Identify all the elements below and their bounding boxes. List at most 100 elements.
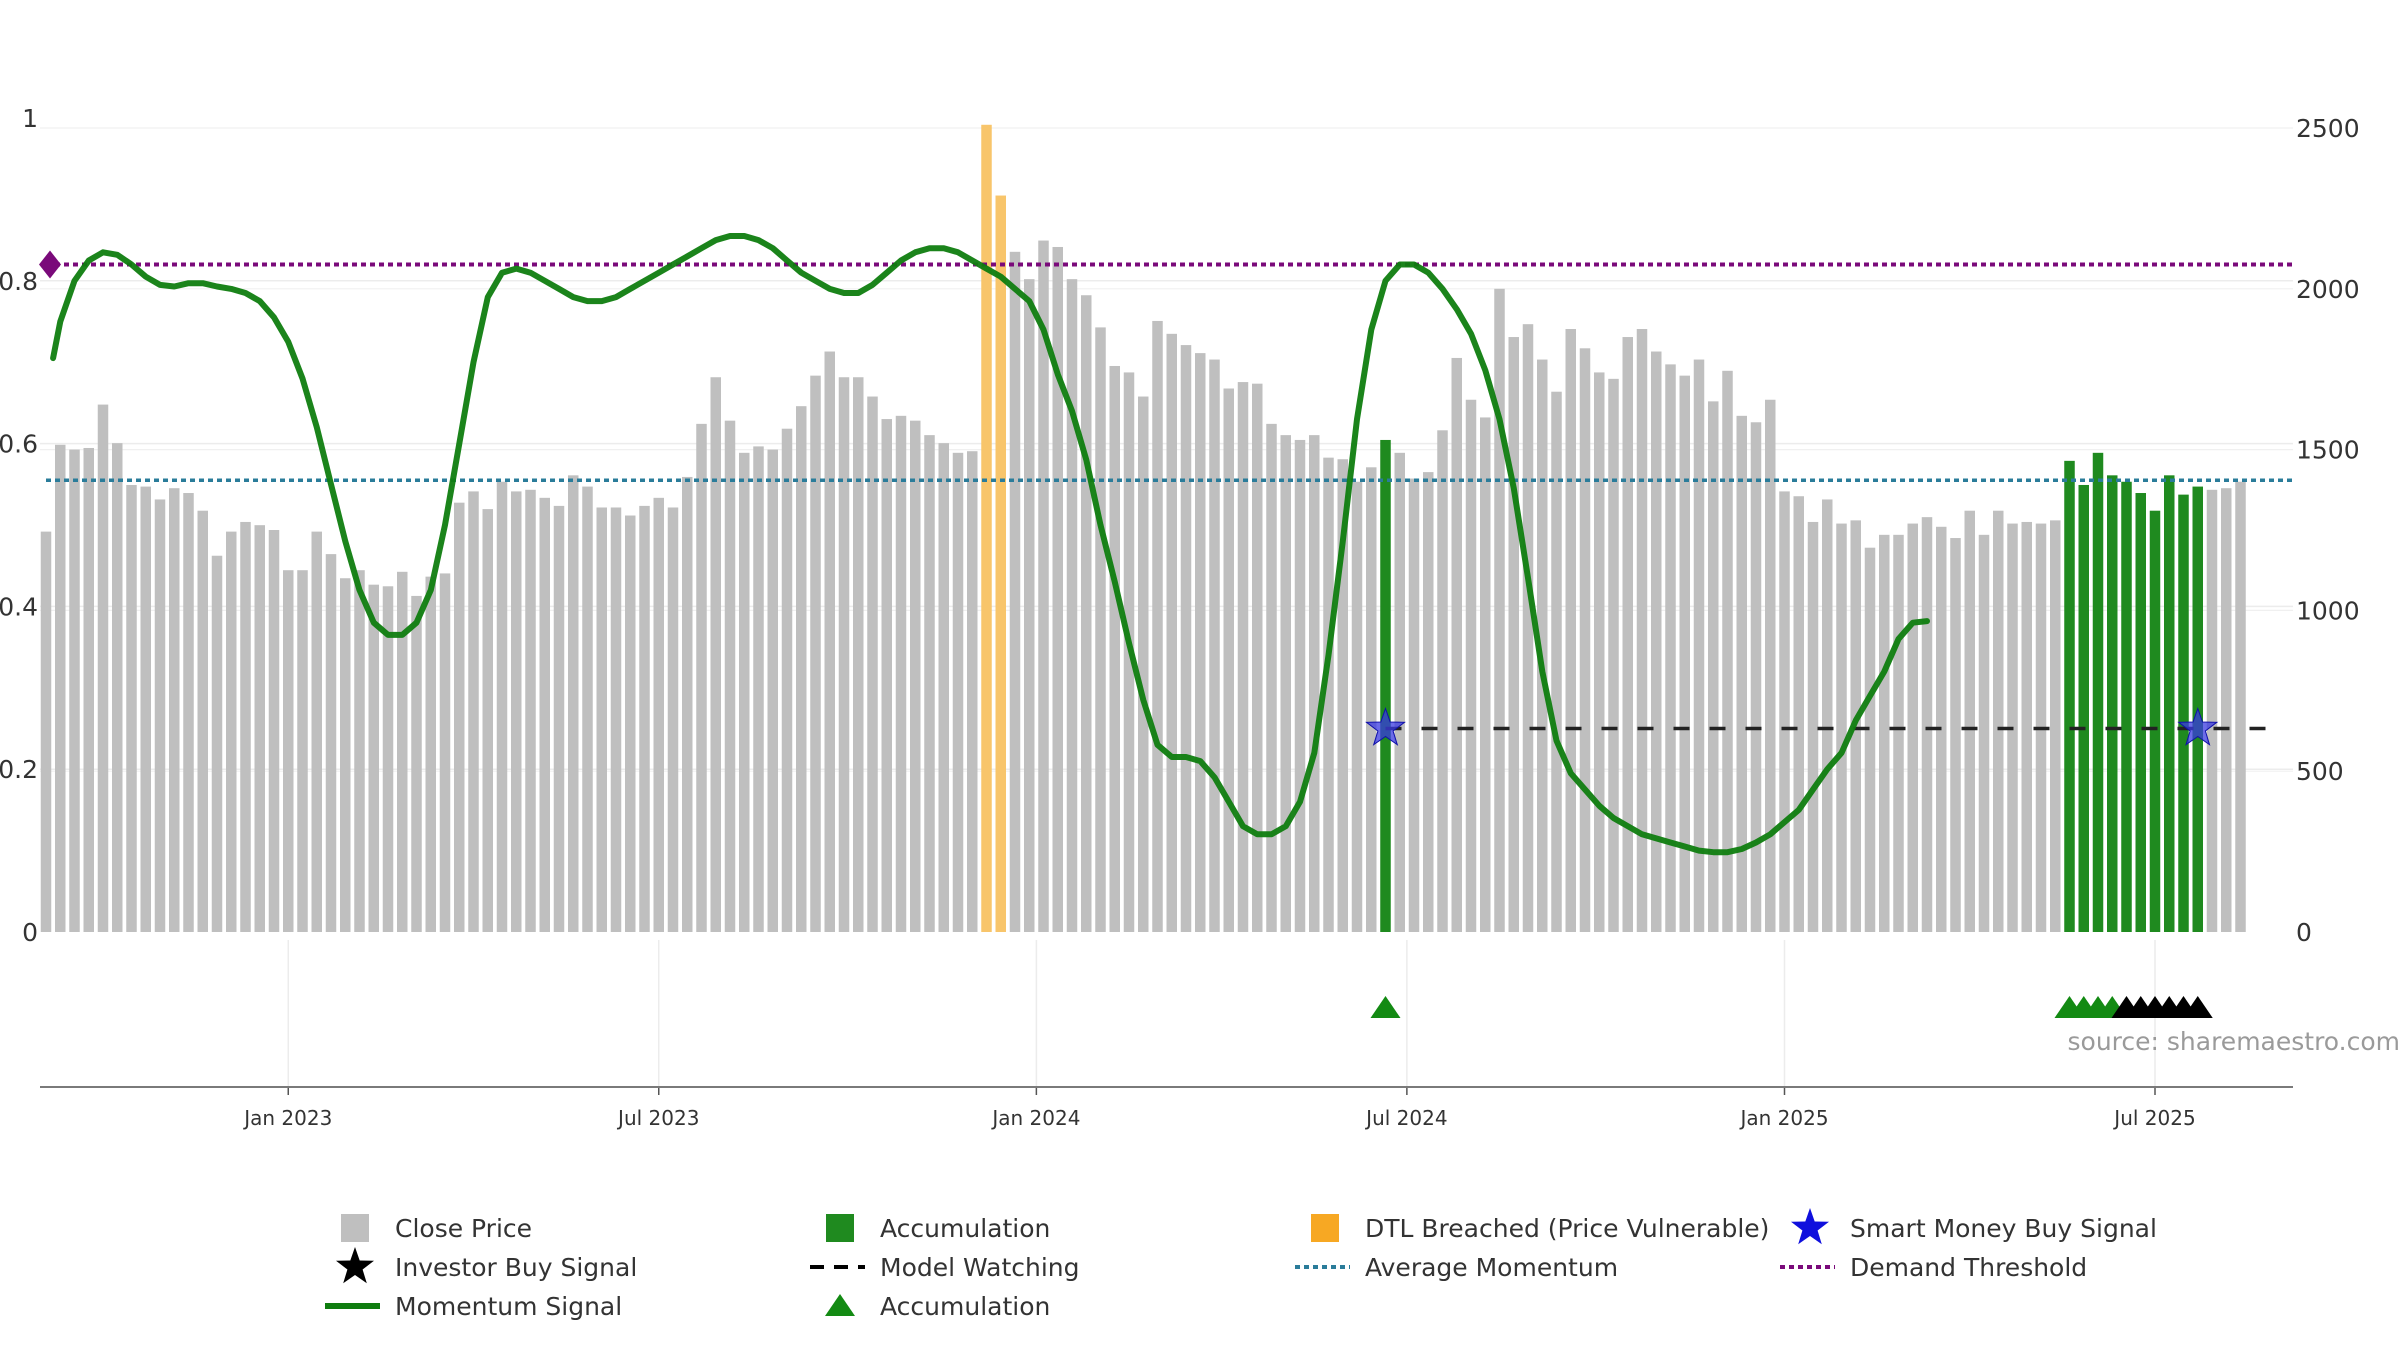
legend-label: Smart Money Buy Signal [1850,1214,2157,1243]
close-price-bar [596,507,607,932]
close-price-bar [796,406,807,933]
right-tick-label: 1500 [2296,436,2360,465]
close-price-bar [767,449,778,932]
legend-item: DTL Breached (Price Vulnerable) [1311,1214,1769,1243]
close-price-bar [724,420,736,932]
close-price-bar [97,404,109,932]
close-price-bar [1579,348,1591,932]
accumulation-bar [2149,510,2161,932]
close-price-bar [1465,399,1477,932]
close-price-bar [924,435,935,932]
right-tick-label: 0 [2296,918,2312,947]
legend-item: Close Price [341,1214,532,1243]
close-price-bar [1423,472,1434,932]
legend-label: Accumulation [880,1292,1050,1321]
close-price-bar [1323,457,1334,932]
legend-item: Demand Threshold [1780,1253,2087,1282]
close-price-bar [154,499,166,932]
close-price-bar [1551,391,1562,932]
close-price-bar [1651,351,1662,933]
close-price-bar [1280,435,1291,932]
close-price-bar [1038,240,1049,932]
close-price-bar [568,475,579,932]
dtl-breached-bar [995,195,1006,932]
close-price-bar [525,489,536,932]
close-price-bar [1252,383,1263,932]
close-price-bar [1152,320,1163,933]
legend-label: Momentum Signal [395,1292,622,1321]
close-price-bar [382,586,394,932]
close-price-bar [667,507,679,932]
close-price-bar [1879,534,1890,932]
legend-label: Demand Threshold [1850,1253,2087,1282]
close-price-bar [1679,375,1690,933]
close-price-bar [1394,452,1405,932]
accumulation-bar [2064,460,2075,932]
close-price-bar [140,486,151,932]
close-price-bar [240,521,251,932]
close-price-bar [2050,520,2061,932]
legend-label: DTL Breached (Price Vulnerable) [1365,1214,1769,1243]
smart-money-star [1365,706,1406,746]
right-tick-label: 2000 [2296,275,2360,304]
close-price-bar [1266,423,1277,932]
close-price-bar [1480,417,1491,932]
x-tick-label: Jan 2025 [1738,1106,1828,1130]
legend-triangle-icon [825,1294,855,1316]
smart-money-star [2177,706,2219,746]
x-tick-label: Jul 2024 [1364,1106,1447,1130]
close-price-bar [1009,251,1021,933]
close-price-bar [1693,359,1705,932]
close-price-bar [938,443,949,932]
close-price-bar [881,419,892,933]
legend-label: Accumulation [880,1214,1050,1243]
close-price-bar [397,571,408,932]
close-price-bar [1978,534,1990,932]
close-price-bar [910,420,921,932]
close-price-bar [268,530,280,932]
legend-star-icon [1791,1208,1829,1245]
source-text: source: sharemaestro.com [2068,1027,2400,1056]
close-price-bar [1765,399,1776,932]
close-price-bar [553,505,565,932]
legend-swatch [341,1214,369,1242]
demand-threshold-marker [39,250,61,279]
close-price-bar [1024,279,1035,933]
close-price-bar [55,444,66,932]
left-tick-label: 0.2 [0,755,38,784]
close-price-bar [1180,345,1192,933]
close-price-bar [1565,329,1576,932]
close-price-bar [781,428,793,932]
legend-item: Model Watching [810,1253,1080,1282]
close-price-bar [2021,521,2032,932]
close-price-bar [1508,337,1519,932]
close-price-bar [1081,295,1092,932]
close-price-bar [83,447,94,932]
close-price-bar [1964,510,1975,932]
close-price-bar [1950,538,1961,932]
close-price-bar [1237,382,1249,933]
close-price-bar [1622,337,1633,932]
right-tick-label: 2500 [2296,114,2360,143]
legend-swatch [1311,1214,1339,1242]
close-price-bar [112,443,123,932]
accumulation-triangle [1370,996,1401,1018]
legend-label: Model Watching [880,1253,1080,1282]
close-price-bar [311,531,322,932]
close-price-bar [1665,364,1676,933]
close-price-bar [653,497,664,932]
close-price-bar [1109,365,1120,932]
close-price-bar [1921,517,1933,932]
close-price-bar [867,396,878,932]
close-price-bar [1351,481,1363,932]
close-price-bar [40,531,52,932]
close-price-bar [739,452,750,932]
accumulation-bar [2164,475,2175,932]
close-price-bar [1138,396,1149,932]
accumulation-bar [2107,475,2118,932]
close-price-bar [1793,496,1804,932]
close-price-bar [1494,288,1505,932]
legend-label: Close Price [395,1214,532,1243]
